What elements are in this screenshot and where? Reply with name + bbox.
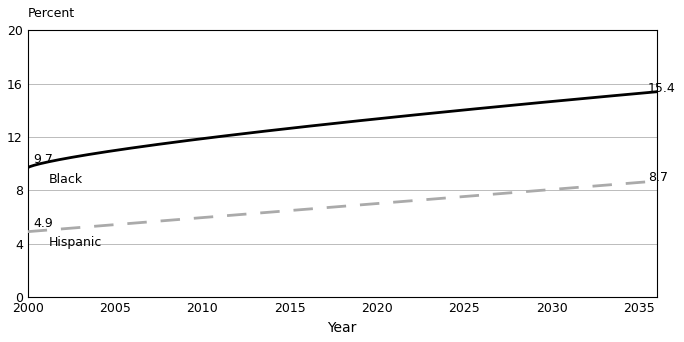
Text: 9.7: 9.7 (33, 153, 53, 166)
Text: Black: Black (49, 173, 83, 186)
Text: Percent: Percent (27, 7, 75, 20)
Text: Hispanic: Hispanic (49, 236, 102, 249)
Text: 4.9: 4.9 (33, 217, 53, 230)
Text: 15.4: 15.4 (648, 82, 676, 95)
Text: 8.7: 8.7 (648, 171, 668, 184)
X-axis label: Year: Year (328, 321, 357, 335)
